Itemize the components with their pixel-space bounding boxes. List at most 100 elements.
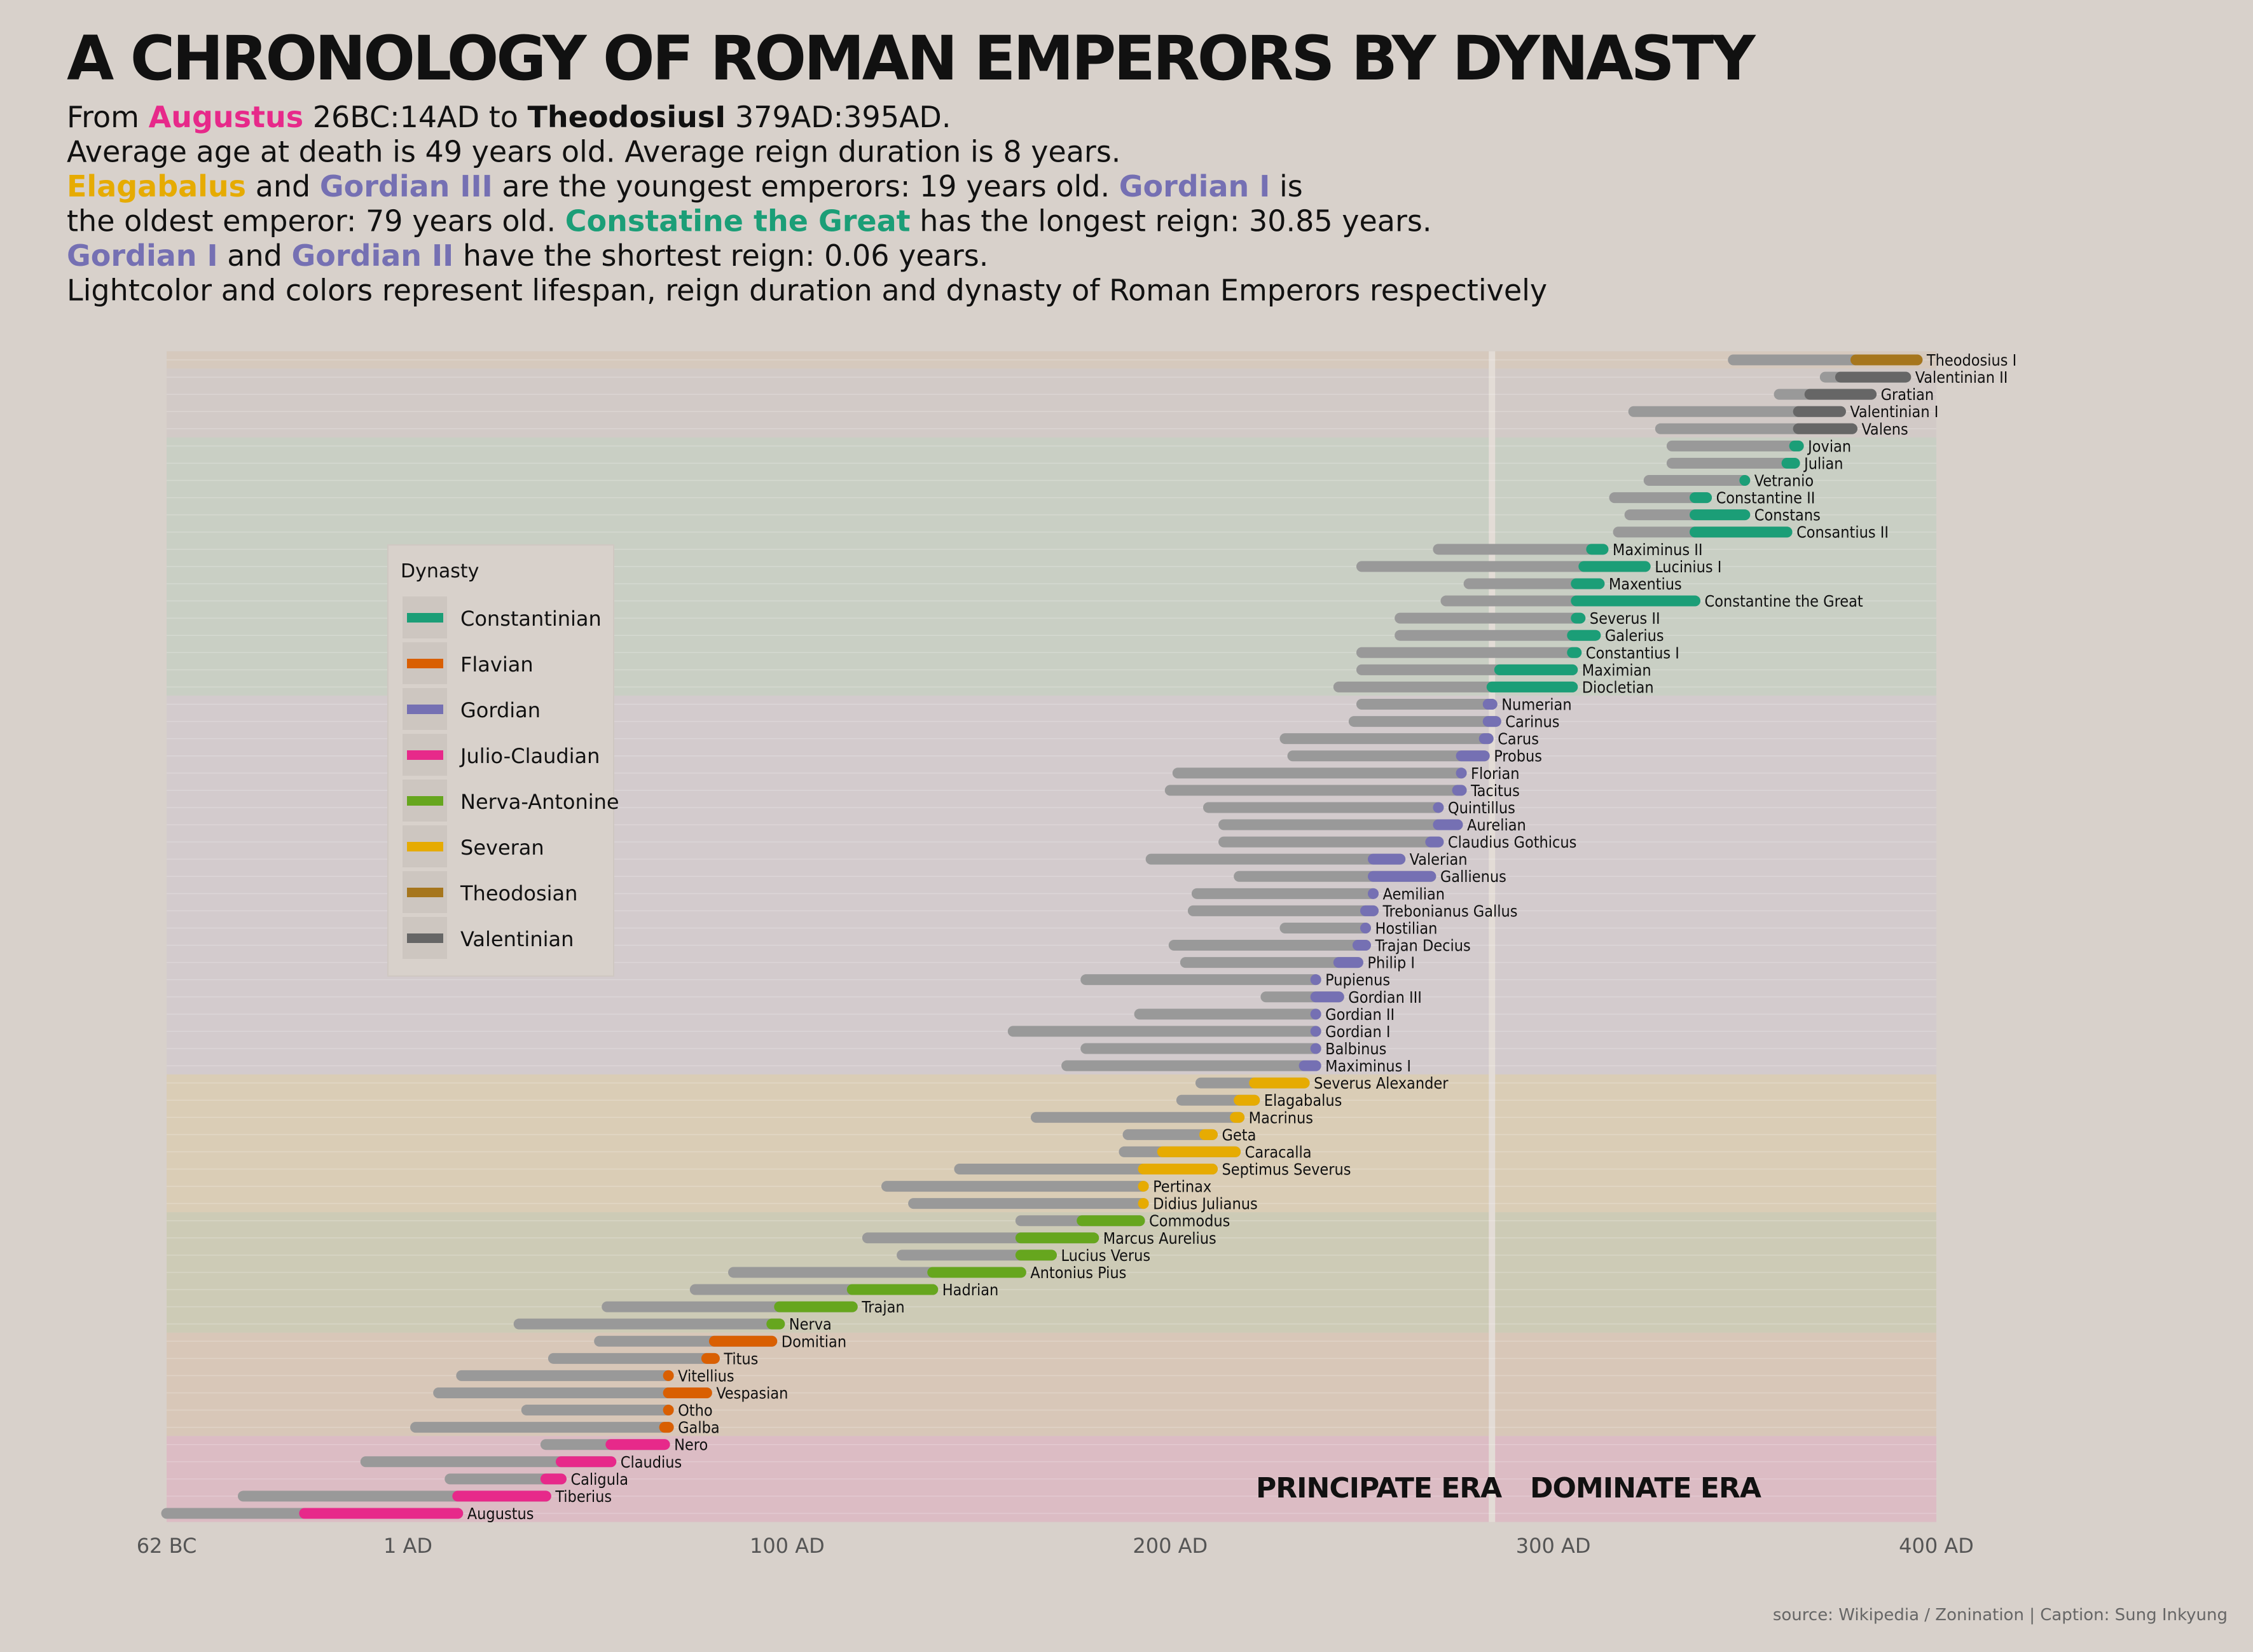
legend-swatch-theodosian [407,888,443,897]
emperor-label-marcus-aurelius: Marcus Aurelius [1103,1229,1216,1248]
emperor-label-constantius-i: Constantius I [1586,644,1679,662]
emperor-label-gallienus: Gallienus [1440,867,1506,886]
legend-item-gordian: Gordian [460,698,541,722]
legend-item-valentinian: Valentinian [460,927,574,951]
emperor-label-commodus: Commodus [1149,1212,1230,1230]
emperor-label-valentinian-i: Valentinian I [1850,403,1938,421]
emperor-label-macrinus: Macrinus [1249,1108,1313,1127]
era-divider-line [1489,351,1496,1522]
emperor-label-pertinax: Pertinax [1153,1178,1211,1196]
emperor-label-vespasian: Vespasian [716,1384,788,1402]
emperor-label-caligula: Caligula [570,1470,628,1489]
legend-swatch-constantinian [407,613,443,623]
emperor-label-maximinus-i: Maximinus I [1325,1057,1411,1075]
subtitle-line-4: the oldest emperor: 79 years old. Consta… [67,204,1432,238]
emperor-label-augustus: Augustus [467,1504,534,1523]
source-caption: source: Wikipedia / Zonination | Caption… [1773,1606,2228,1625]
emperor-label-lucinius-i: Lucinius I [1655,558,1721,576]
emperor-label-hadrian: Hadrian [942,1281,999,1299]
emperor-label-maximinus-ii: Maximinus II [1613,540,1703,559]
emperor-label-gratian: Gratian [1881,385,1934,404]
legend: Dynasty Constantinian Flavian Gordian Julio-… [387,544,619,977]
subtitle-seg: Gordian I [67,238,218,273]
emperor-labels: Augustus TiberiusCaligulaClaudiusNeroGalb… [467,351,2016,1523]
emperor-label-severus-ii: Severus II [1590,609,1660,628]
emperor-bars [161,354,1923,1519]
emperor-label-maximian: Maximian [1582,661,1651,679]
emperor-label-vitellius: Vitellius [678,1366,734,1385]
emperor-label-didius-julianus: Didius Julianus [1153,1195,1258,1213]
emperor-label-lucius-verus: Lucius Verus [1061,1246,1151,1265]
legend-item-nerva-antonine: Nerva-Antonine [460,790,619,814]
emperor-label-otho: Otho [678,1401,713,1420]
subtitle-seg: and [218,238,292,273]
chart-title: A CHRONOLOGY OF ROMAN EMPERORS BY DYNAST… [67,23,1756,94]
emperor-label-julian: Julian [1803,454,1843,472]
subtitle-seg: and [246,169,320,203]
emperor-label-philip-i: Philip I [1367,954,1415,972]
x-tick-label-300-ad: 300 AD [1516,1534,1591,1558]
subtitle-seg: 26BC:14AD to [303,100,527,134]
emperor-label-elagabalus: Elagabalus [1264,1091,1342,1110]
x-axis: 62 BC 1 AD 100 AD 200 AD 300 AD 400 AD [137,1534,1974,1558]
emperor-label-numerian: Numerian [1501,695,1571,713]
emperor-label-gordian-ii: Gordian II [1325,1005,1395,1024]
emperor-label-aemilian: Aemilian [1383,885,1445,903]
emperor-label-consantius-ii: Consantius II [1796,523,1889,542]
emperor-label-septimus-severus: Septimus Severus [1222,1160,1351,1179]
emperor-label-constans: Constans [1754,506,1821,525]
emperor-label-quintillus: Quintillus [1448,799,1515,817]
emperor-label-valerian: Valerian [1410,850,1468,869]
era-divider [1489,351,1496,1522]
subtitle-seg: Gordian II [291,238,453,273]
emperor-label-hostilian: Hostilian [1375,919,1437,937]
subtitle-line-3: Elagabalus and Gordian III are the young… [67,169,1303,203]
dominate-era-label: DOMINATE ERA [1530,1472,1761,1504]
emperor-label-titus: Titus [723,1349,758,1368]
subtitle-seg: are the youngest emperors: 19 years old. [493,169,1119,203]
legend-item-constantinian: Constantinian [460,607,602,631]
emperor-label-theodosius-i: Theodosius I [1926,351,2016,369]
legend-item-theodosian: Theodosian [460,881,577,905]
emperor-label-severus-alexander: Severus Alexander [1314,1074,1449,1092]
legend-swatch-julio-claudian [407,750,443,760]
emperor-label-jovian: Jovian [1807,437,1851,455]
emperor-label-nerva: Nerva [789,1315,832,1333]
emperor-label-trebonianus-gallus: Trebonianus Gallus [1382,902,1518,920]
subtitle-seg: TheodosiusI [528,100,726,134]
emperor-label-claudius: Claudius [621,1453,682,1471]
emperor-label-diocletian: Diocletian [1582,678,1654,696]
legend-swatch-valentinian [407,933,443,943]
emperor-label-maxentius: Maxentius [1609,575,1682,593]
emperor-label-vetranio: Vetranio [1754,472,1814,490]
emperor-label-tacitus: Tacitus [1470,781,1520,800]
emperor-label-galba: Galba [678,1419,720,1437]
chart-subtitle: From Augustus 26BC:14AD to TheodosiusI 3… [67,100,1547,308]
emperor-label-caracalla: Caracalla [1245,1143,1312,1161]
emperor-label-nero: Nero [674,1436,708,1454]
emperor-label-pupienus: Pupienus [1325,971,1390,989]
emperor-label-galerius: Galerius [1605,626,1664,645]
subtitle-line-6: Lightcolor and colors represent lifespan… [67,273,1547,308]
emperor-label-gordian-i: Gordian I [1325,1022,1390,1041]
emperor-label-domitian: Domitian [782,1332,846,1351]
x-tick-label-400-ad: 400 AD [1899,1534,1974,1558]
subtitle-seg: Gordian III [320,169,493,203]
subtitle-seg: Constatine the Great [565,204,911,238]
emperor-label-valentinian-ii: Valentinian II [1915,368,2008,387]
band-theodosian [167,351,1936,369]
legend-item-julio-claudian: Julio-Claudian [459,744,600,768]
subtitle-seg: 379AD:395AD. [726,100,951,134]
legend-swatch-gordian [407,705,443,714]
subtitle-seg: has the longest reign: 30.85 years. [911,204,1432,238]
subtitle-line-1: From Augustus 26BC:14AD to TheodosiusI 3… [67,100,951,134]
legend-item-severan: Severan [460,836,544,860]
legend-swatch-nerva-antonine [407,796,443,806]
principate-era-label: PRINCIPATE ERA [1256,1472,1502,1504]
emperor-label-geta: Geta [1222,1125,1257,1144]
x-tick-label-100-ad: 100 AD [750,1534,825,1558]
legend-item-flavian: Flavian [460,652,534,677]
subtitle-seg: Augustus [149,100,304,134]
emperor-label-balbinus: Balbinus [1325,1040,1386,1058]
